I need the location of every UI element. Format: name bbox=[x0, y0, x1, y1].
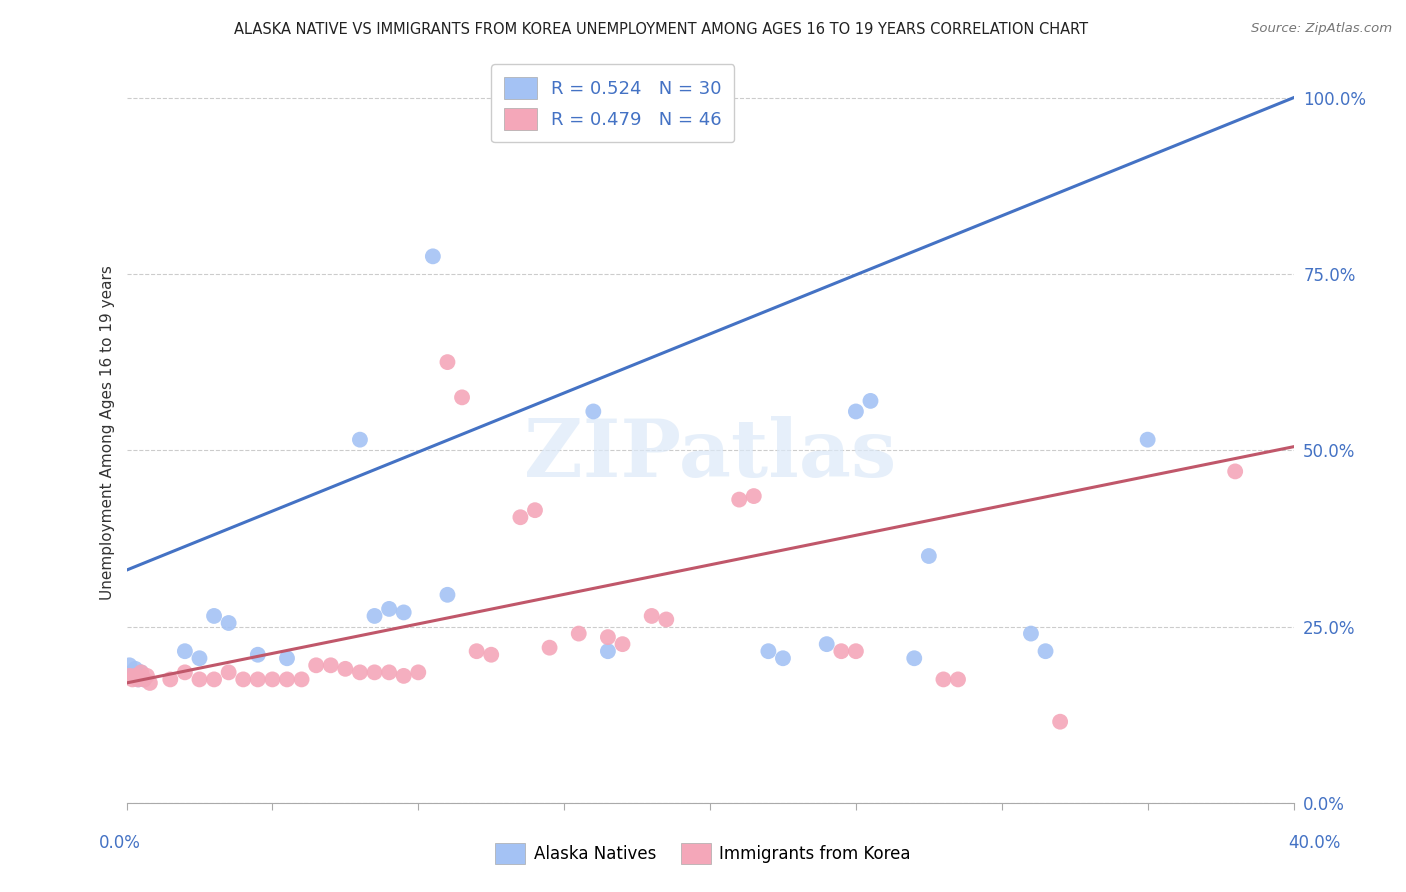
Point bbox=[378, 602, 401, 616]
Point bbox=[188, 651, 211, 665]
Point bbox=[436, 355, 458, 369]
Point bbox=[742, 489, 765, 503]
Point bbox=[276, 673, 298, 687]
Point bbox=[335, 662, 357, 676]
Point bbox=[596, 630, 619, 644]
Point bbox=[392, 606, 415, 620]
Point bbox=[290, 673, 312, 687]
Point bbox=[202, 609, 225, 624]
Point bbox=[772, 651, 794, 665]
Legend: Alaska Natives, Immigrants from Korea: Alaska Natives, Immigrants from Korea bbox=[488, 837, 918, 871]
Point bbox=[121, 673, 143, 687]
Point bbox=[132, 673, 155, 687]
Point bbox=[118, 658, 141, 673]
Point bbox=[129, 665, 152, 680]
Point bbox=[1049, 714, 1071, 729]
Point bbox=[1223, 464, 1246, 478]
Point bbox=[538, 640, 561, 655]
Point bbox=[378, 665, 401, 680]
Point bbox=[509, 510, 531, 524]
Legend: R = 0.524   N = 30, R = 0.479   N = 46: R = 0.524 N = 30, R = 0.479 N = 46 bbox=[492, 64, 734, 143]
Point bbox=[132, 673, 155, 687]
Point bbox=[612, 637, 634, 651]
Point bbox=[932, 673, 955, 687]
Point bbox=[349, 665, 371, 680]
Y-axis label: Unemployment Among Ages 16 to 19 years: Unemployment Among Ages 16 to 19 years bbox=[100, 265, 115, 600]
Point bbox=[903, 651, 925, 665]
Point bbox=[845, 644, 868, 658]
Point bbox=[1019, 626, 1042, 640]
Point bbox=[139, 676, 162, 690]
Point bbox=[1035, 644, 1057, 658]
Point bbox=[422, 249, 444, 263]
Point bbox=[174, 665, 197, 680]
Point bbox=[815, 637, 838, 651]
Point bbox=[392, 669, 415, 683]
Point bbox=[129, 665, 152, 680]
Point bbox=[465, 644, 488, 658]
Text: ZIPatlas: ZIPatlas bbox=[524, 416, 896, 494]
Point bbox=[756, 644, 779, 658]
Point bbox=[127, 673, 149, 687]
Point bbox=[118, 669, 141, 683]
Point bbox=[524, 503, 547, 517]
Text: 40.0%: 40.0% bbox=[1288, 834, 1341, 852]
Point bbox=[127, 673, 149, 687]
Text: Source: ZipAtlas.com: Source: ZipAtlas.com bbox=[1251, 22, 1392, 36]
Point bbox=[218, 665, 240, 680]
Point bbox=[363, 609, 385, 624]
Point bbox=[188, 673, 211, 687]
Text: ALASKA NATIVE VS IMMIGRANTS FROM KOREA UNEMPLOYMENT AMONG AGES 16 TO 19 YEARS CO: ALASKA NATIVE VS IMMIGRANTS FROM KOREA U… bbox=[233, 22, 1088, 37]
Point bbox=[596, 644, 619, 658]
Point bbox=[174, 644, 197, 658]
Point bbox=[918, 549, 941, 563]
Point bbox=[946, 673, 969, 687]
Point bbox=[305, 658, 328, 673]
Point bbox=[136, 669, 159, 683]
Point bbox=[218, 615, 240, 630]
Point bbox=[262, 673, 284, 687]
Point bbox=[568, 626, 591, 640]
Point bbox=[349, 433, 371, 447]
Point bbox=[159, 673, 181, 687]
Point bbox=[436, 588, 458, 602]
Point bbox=[276, 651, 298, 665]
Point bbox=[728, 492, 751, 507]
Point bbox=[232, 673, 254, 687]
Point bbox=[246, 673, 269, 687]
Point bbox=[582, 404, 605, 418]
Point bbox=[319, 658, 342, 673]
Point bbox=[408, 665, 430, 680]
Text: 0.0%: 0.0% bbox=[98, 834, 141, 852]
Point bbox=[202, 673, 225, 687]
Point bbox=[363, 665, 385, 680]
Point bbox=[830, 644, 852, 658]
Point bbox=[451, 390, 474, 404]
Point bbox=[246, 648, 269, 662]
Point bbox=[640, 609, 664, 624]
Point bbox=[845, 404, 868, 418]
Point bbox=[124, 662, 146, 676]
Point bbox=[1136, 433, 1159, 447]
Point bbox=[859, 393, 882, 408]
Point bbox=[655, 612, 678, 626]
Point bbox=[479, 648, 502, 662]
Point bbox=[121, 665, 143, 680]
Point bbox=[124, 669, 146, 683]
